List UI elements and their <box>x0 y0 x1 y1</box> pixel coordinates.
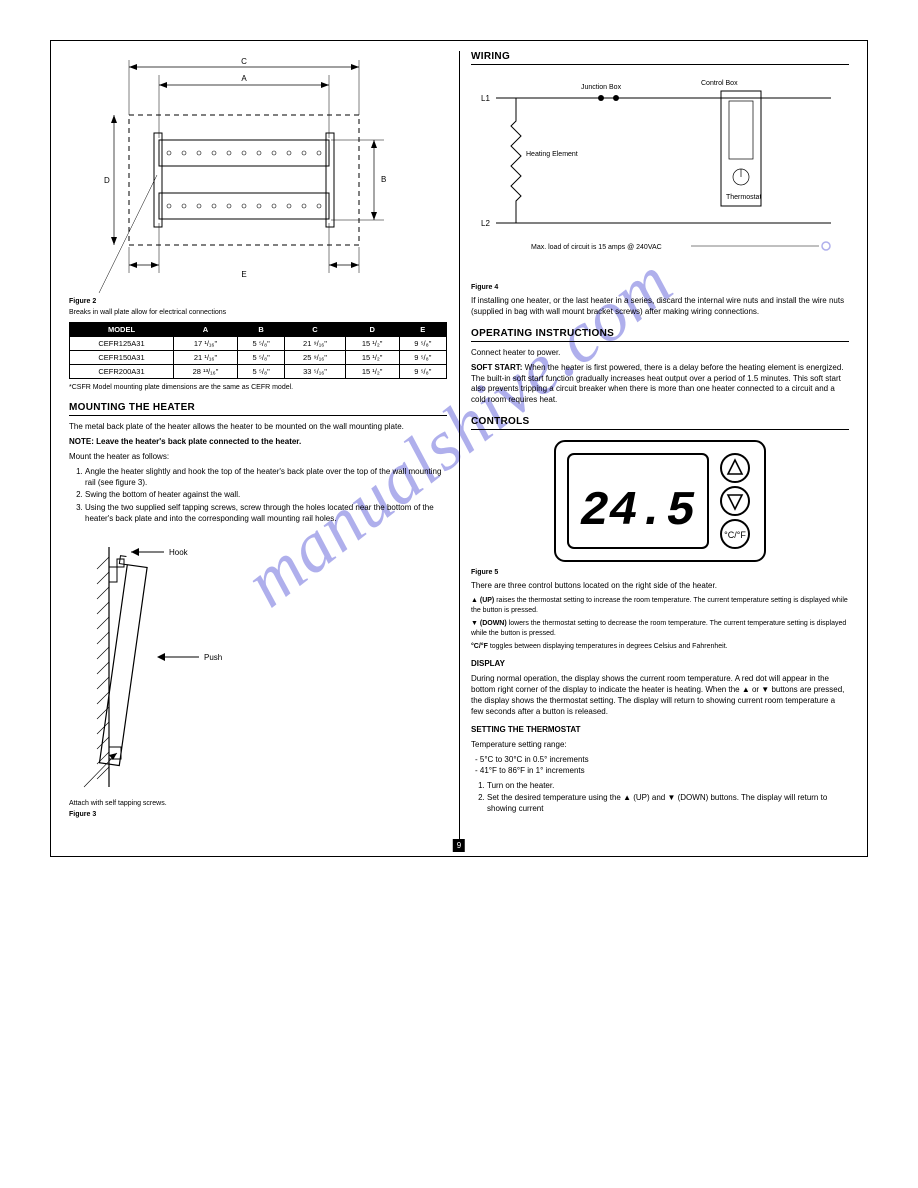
fig4-junction: Junction Box <box>581 84 622 91</box>
setting-range-lead: Temperature setting range: <box>471 740 849 751</box>
list-item: 41°F to 86°F in 1° increments <box>475 766 849 777</box>
figure-2-subcaption: Breaks in wall plate allow for electrica… <box>69 308 447 317</box>
ctrl-down: ▼ (DOWN) lowers the thermostat setting t… <box>471 619 849 638</box>
dim-c-label: C <box>241 57 247 66</box>
col-a: A <box>174 322 238 336</box>
table-row: CEFR200A31 28 ¹³/₁₆" 5 ⁵/₈" 33 ⁵/₁₆" 15 … <box>70 364 447 378</box>
soft-start-body: When the heater is first powered, there … <box>471 363 844 404</box>
table-row: CEFR150A31 21 ¹/₁₆" 5 ⁵/₈" 25 ⁹/₁₆" 15 ¹… <box>70 350 447 364</box>
figure-3-svg: Hook Push <box>69 537 269 797</box>
figure-5: 24.5 °C/°F Figure 5 <box>471 436 849 577</box>
page-frame: manualshive.com <box>50 40 868 857</box>
list-item: Angle the heater slightly and hook the t… <box>85 467 447 489</box>
setting-title: SETTING THE THERMOSTAT <box>471 725 849 736</box>
figure-3: Hook Push Attach with self tapping screw… <box>69 537 447 820</box>
fig4-therm: Thermostat <box>726 194 761 201</box>
connect-power: Connect heater to power. <box>471 348 849 359</box>
right-column: WIRING L1 L2 Junction Box Control <box>459 51 849 824</box>
display-value: 24.5 <box>580 485 695 539</box>
fig4-ctrl: Control Box <box>701 80 738 87</box>
cf-button-label: °C/°F <box>724 530 746 540</box>
fig4-l1: L1 <box>481 94 490 103</box>
operating-heading: OPERATING INSTRUCTIONS <box>471 328 849 342</box>
col-c: C <box>285 322 345 336</box>
ctrl-up: ▲ (UP) raises the thermostat setting to … <box>471 596 849 615</box>
two-column-layout: A C B D <box>69 51 849 824</box>
mounting-note: NOTE: Leave the heater's back plate conn… <box>69 437 447 448</box>
controls-heading: CONTROLS <box>471 416 849 430</box>
col-model: MODEL <box>70 322 174 336</box>
figure-3-caption: Figure 3 <box>69 810 447 819</box>
fig3-push-label: Push <box>204 653 222 662</box>
mounting-steps: Angle the heater slightly and hook the t… <box>85 467 447 525</box>
display-title: DISPLAY <box>471 659 849 670</box>
page-number: 9 <box>453 839 465 852</box>
col-b: B <box>237 322 284 336</box>
dimensions-table: MODEL A B C D E CEFR125A31 17 ¹/₁₆" 5 ⁵/… <box>69 322 447 379</box>
fig4-l2: L2 <box>481 219 490 228</box>
controls-intro: There are three control buttons located … <box>471 581 849 592</box>
list-item: 5°C to 30°C in 0.5° increments <box>475 755 849 766</box>
list-item: Set the desired temperature using the ▲ … <box>487 793 849 815</box>
dim-b-label: B <box>381 175 386 184</box>
left-column: A C B D <box>69 51 459 824</box>
fig3-hook-label: Hook <box>169 548 189 557</box>
figure-2: A C B D <box>69 55 447 318</box>
ctrl-cf: °C/°F toggles between displaying tempera… <box>471 642 849 651</box>
wiring-paragraph: If installing one heater, or the last he… <box>471 296 849 318</box>
mounting-heading: MOUNTING THE HEATER <box>69 402 447 416</box>
col-d: D <box>345 322 399 336</box>
figure-2-caption: Figure 2 <box>69 297 447 306</box>
mounting-lead: Mount the heater as follows: <box>69 452 447 463</box>
fig4-elem: Heating Element <box>526 151 578 158</box>
column-divider <box>459 51 460 844</box>
setting-range-list: 5°C to 30°C in 0.5° increments 41°F to 8… <box>475 755 849 777</box>
soft-start: SOFT START: When the heater is first pow… <box>471 363 849 406</box>
fig3-screw-label: Attach with self tapping screws. <box>69 799 447 808</box>
list-item: Turn on the heater. <box>487 781 849 792</box>
setting-steps: Turn on the heater. Set the desired temp… <box>487 781 849 815</box>
list-item: Using the two supplied self tapping scre… <box>85 503 447 525</box>
display-body: During normal operation, the display sho… <box>471 674 849 717</box>
figure-2-svg: A C B D <box>69 55 399 295</box>
figure-4: L1 L2 Junction Box Control Box Thermosta… <box>471 71 849 292</box>
dims-table-footnote: *CSFR Model mounting plate dimensions ar… <box>69 383 447 392</box>
list-item: Swing the bottom of heater against the w… <box>85 490 447 501</box>
figure-4-caption: Figure 4 <box>471 283 849 292</box>
table-row: CEFR125A31 17 ¹/₁₆" 5 ⁵/₈" 21 ⁹/₁₆" 15 ¹… <box>70 336 447 350</box>
table-header-row: MODEL A B C D E <box>70 322 447 336</box>
dim-a-label: A <box>241 74 247 83</box>
dim-d-label: D <box>104 176 110 185</box>
mounting-p1: The metal back plate of the heater allow… <box>69 422 447 433</box>
soft-start-lead: SOFT START: <box>471 363 522 372</box>
col-e: E <box>399 322 446 336</box>
fig4-max: Max. load of circuit is 15 amps @ 240VAC <box>531 244 662 251</box>
wiring-heading: WIRING <box>471 51 849 65</box>
figure-5-svg: 24.5 °C/°F <box>550 436 770 566</box>
dim-e-label: E <box>241 270 246 279</box>
figure-4-svg: L1 L2 Junction Box Control Box Thermosta… <box>471 71 841 281</box>
figure-5-caption: Figure 5 <box>471 568 849 577</box>
